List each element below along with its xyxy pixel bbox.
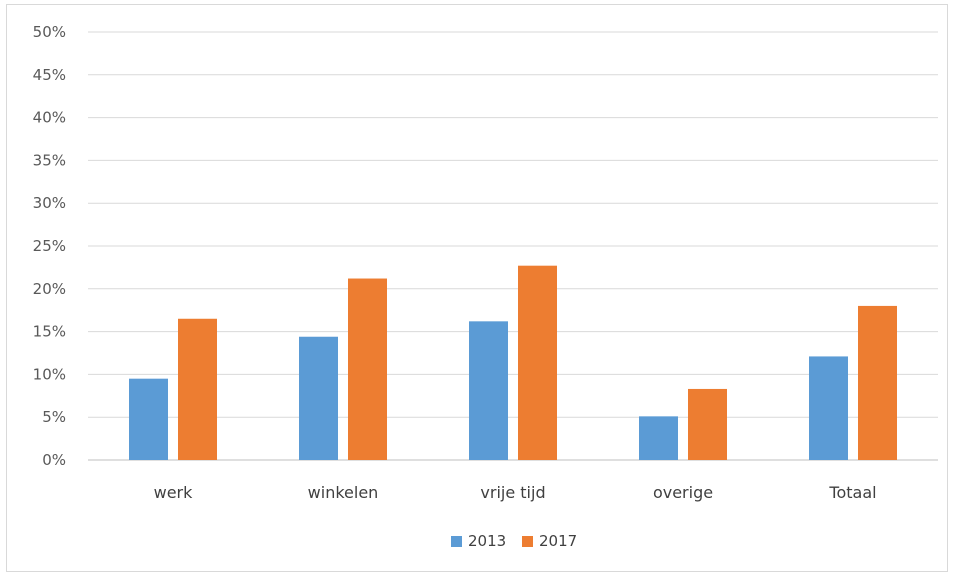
- y-tick-label: 35%: [33, 151, 66, 169]
- legend-swatch-2013: [451, 536, 462, 547]
- bar-2017-overige: [688, 388, 727, 460]
- bar-2017-winkelen: [348, 278, 387, 460]
- y-tick-label: 25%: [33, 237, 66, 255]
- bar-2013-totaal: [809, 356, 848, 460]
- y-tick-label: 30%: [33, 194, 66, 212]
- bar-2017-vrije-tijd: [518, 265, 557, 460]
- y-tick-label: 10%: [33, 365, 66, 383]
- bar-2013-winkelen: [299, 336, 338, 460]
- bar-2017-werk: [178, 318, 217, 460]
- y-tick-label: 50%: [33, 23, 66, 41]
- bar-2013-werk: [129, 378, 168, 460]
- y-tick-label: 45%: [33, 66, 66, 84]
- x-tick-label: overige: [653, 483, 713, 502]
- y-tick-label: 5%: [42, 408, 66, 426]
- chart-frame: [6, 4, 948, 572]
- x-tick-label: winkelen: [308, 483, 379, 502]
- y-tick-label: 0%: [42, 451, 66, 469]
- bar-2017-totaal: [858, 305, 897, 460]
- legend-label: 2013: [468, 532, 506, 550]
- y-tick-label: 20%: [33, 280, 66, 298]
- x-tick-label: werk: [154, 483, 194, 502]
- y-tick-label: 15%: [33, 323, 66, 341]
- bar-2013-overige: [639, 416, 678, 460]
- y-tick-label: 40%: [33, 109, 66, 127]
- x-tick-label: Totaal: [828, 483, 876, 502]
- bar-2013-vrije-tijd: [469, 321, 508, 460]
- legend-swatch-2017: [522, 536, 533, 547]
- legend-label: 2017: [539, 532, 577, 550]
- x-tick-label: vrije tijd: [480, 483, 545, 502]
